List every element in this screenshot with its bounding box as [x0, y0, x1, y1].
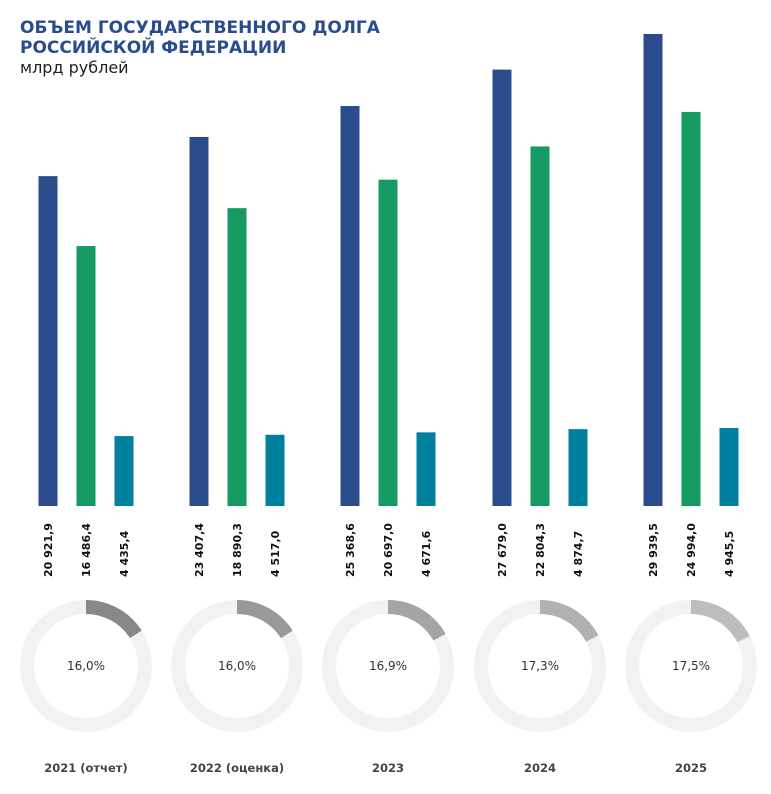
year-group: 27 679,0 22 804,3 4 874,7 17,3% 2024 — [474, 69, 606, 775]
bar-series-2 — [681, 111, 701, 507]
bar-series-2 — [76, 246, 96, 506]
value-label: 27 679,0 — [496, 523, 509, 577]
value-label: 20 921,9 — [42, 523, 55, 577]
bar-series-2 — [530, 146, 550, 506]
donut-percent-label: 16,0% — [67, 659, 105, 673]
year-group: 20 921,9 16 486,4 4 435,4 16,0% 2021 (отчет) — [20, 176, 152, 775]
value-label: 29 939,5 — [647, 523, 660, 577]
chart-title: ОБЪЕМ ГОСУДАРСТВЕННОГО ДОЛГА РОССИЙСКОЙ … — [20, 18, 380, 58]
bar-series-3 — [265, 434, 285, 506]
bar-series-1 — [492, 69, 512, 507]
donut-percent-label: 17,3% — [521, 659, 559, 673]
value-label: 16 486,4 — [80, 523, 93, 577]
value-label: 24 994,0 — [685, 523, 698, 577]
value-label: 22 804,3 — [534, 523, 547, 577]
value-label: 4 435,4 — [118, 530, 131, 577]
donut-segment — [540, 600, 599, 642]
year-group: 25 368,6 20 697,0 4 671,6 16,9% 2023 — [322, 106, 454, 775]
year-label: 2023 — [372, 761, 404, 775]
bar-series-1 — [643, 33, 663, 506]
donut-segment — [388, 600, 446, 641]
year-label: 2025 — [675, 761, 707, 775]
value-label: 18 890,3 — [231, 523, 244, 577]
title-line-1: ОБЪЕМ ГОСУДАРСТВЕННОГО ДОЛГА — [20, 18, 380, 38]
value-label: 4 517,0 — [269, 530, 282, 577]
value-label: 4 874,7 — [572, 531, 585, 577]
bar-series-2 — [227, 208, 247, 506]
bar-series-1 — [189, 136, 209, 506]
bar-series-3 — [416, 432, 436, 506]
bar-series-3 — [114, 436, 134, 506]
bar-series-3 — [719, 428, 739, 506]
year-label: 2021 (отчет) — [44, 761, 127, 775]
bar-series-2 — [378, 179, 398, 506]
value-label: 4 945,5 — [723, 531, 736, 577]
year-group: 23 407,4 18 890,3 4 517,0 16,0% 2022 (оценка… — [171, 136, 303, 775]
bar-series-3 — [568, 429, 588, 506]
unit-subtitle: млрд рублей — [20, 58, 129, 77]
donut-segment — [691, 600, 750, 643]
year-group: 29 939,5 24 994,0 4 945,5 17,5% 2025 — [625, 33, 757, 775]
title-line-2: РОССИЙСКОЙ ФЕДЕРАЦИИ — [20, 38, 287, 58]
bar-series-1 — [38, 176, 58, 506]
year-label: 2024 — [524, 761, 556, 775]
donut-segment — [86, 600, 142, 639]
donut-percent-label: 16,9% — [369, 659, 407, 673]
donut-percent-label: 16,0% — [218, 659, 256, 673]
value-label: 25 368,6 — [344, 523, 357, 577]
value-label: 23 407,4 — [193, 523, 206, 577]
year-label: 2022 (оценка) — [190, 761, 284, 775]
bar-series-1 — [340, 106, 360, 507]
value-label: 4 671,6 — [420, 530, 433, 577]
value-label: 20 697,0 — [382, 523, 395, 577]
donut-percent-label: 17,5% — [672, 659, 710, 673]
donut-segment — [237, 600, 293, 639]
